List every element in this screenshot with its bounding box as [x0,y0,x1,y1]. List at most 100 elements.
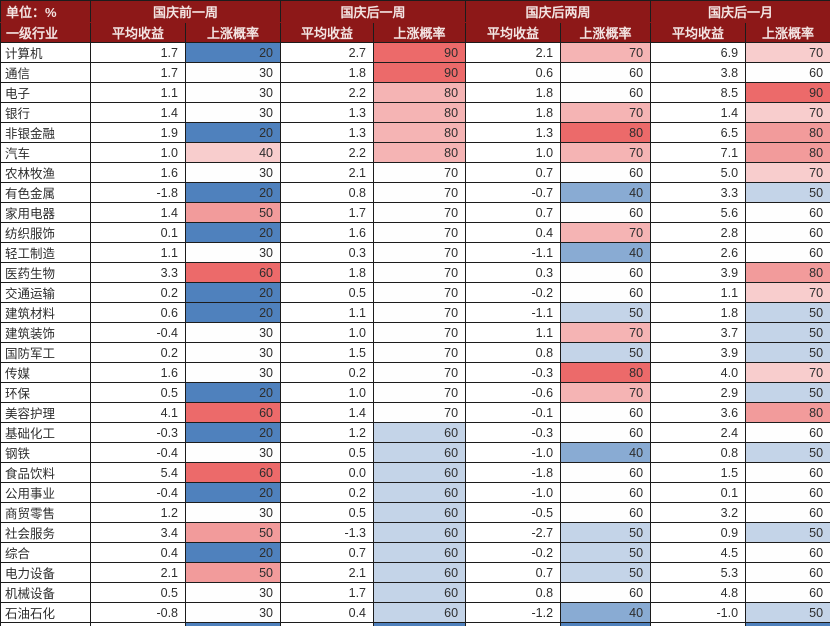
group-header-two-weeks-after-holiday: 国庆后两周 [465,0,652,23]
rise-probability-cell: 30 [184,82,282,103]
table-row: 食品饮料 5.4 60 0.0 60 -1.8 60 1.5 60 [0,462,830,483]
avg-return-cell: -0.6 [465,382,562,403]
group-header-month-after-holiday: 国庆后一月 [650,0,830,23]
avg-return-cell: 2.1 [90,562,186,583]
avg-return-cell: 1.4 [90,102,186,123]
rise-probability-cell: 30 [184,442,282,463]
industry-cell: 社会服务 [0,522,91,543]
rise-probability-cell: 20 [184,622,282,626]
avg-return-cell: 5.3 [650,562,747,583]
industry-cell: 电子 [0,82,91,103]
rise-probability-cell: 70 [373,162,467,183]
rise-probability-cell: 60 [373,522,467,543]
rise-probability-cell: 80 [745,402,830,423]
avg-return-cell: 0.8 [280,182,375,203]
rise-probability-cell: 50 [745,522,830,543]
avg-return-cell: 5.4 [90,462,186,483]
rise-probability-cell: 50 [560,562,652,583]
avg-return-cell: 0.8 [650,442,747,463]
avg-return-cell: 4.0 [650,362,747,383]
avg-return-cell: -0.7 [465,182,562,203]
industry-cell: 机械设备 [0,582,91,603]
rise-probability-cell: 70 [745,362,830,383]
avg-return-cell: 0.9 [650,522,747,543]
rise-probability-cell: 30 [184,102,282,123]
rise-probability-cell: 60 [745,462,830,483]
avg-return-cell: -1.3 [280,522,375,543]
avg-return-cell: 0.7 [465,202,562,223]
subheader-avg-return-3: 平均收益 [465,22,562,43]
avg-return-cell: 0.7 [465,162,562,183]
table-row: 环保 0.5 20 1.0 70 -0.6 70 2.9 50 [0,382,830,403]
table-row: 建筑材料 0.6 20 1.1 70 -1.1 50 1.8 50 [0,302,830,323]
rise-probability-cell: 40 [184,142,282,163]
avg-return-cell: 1.1 [90,82,186,103]
avg-return-cell: 1.6 [90,162,186,183]
avg-return-cell: 3.9 [650,262,747,283]
avg-return-cell: 1.4 [650,102,747,123]
rise-probability-cell: 70 [373,322,467,343]
industry-cell: 有色金属 [0,182,91,203]
rise-probability-cell: 30 [745,622,830,626]
avg-return-cell: 0.3 [465,262,562,283]
rise-probability-cell: 60 [560,482,652,503]
avg-return-cell: 1.7 [280,582,375,603]
table-row: 有色金属 -1.8 20 0.8 70 -0.7 40 3.3 50 [0,182,830,203]
rise-probability-cell: 60 [560,82,652,103]
avg-return-cell: 1.0 [465,142,562,163]
rise-probability-cell: 50 [745,322,830,343]
avg-return-cell: 1.2 [280,422,375,443]
rise-probability-cell: 70 [373,402,467,423]
avg-return-cell: 0.8 [465,582,562,603]
avg-return-cell: 0.6 [90,302,186,323]
rise-probability-cell: 40 [560,442,652,463]
avg-return-cell: -0.5 [465,502,562,523]
avg-return-cell: 4.1 [90,402,186,423]
avg-return-cell: 1.9 [90,122,186,143]
avg-return-cell: 0.4 [465,222,562,243]
avg-return-cell: 2.1 [280,562,375,583]
rise-probability-cell: 60 [560,162,652,183]
avg-return-cell: 1.7 [90,62,186,83]
avg-return-cell: 1.3 [465,122,562,143]
avg-return-cell: 2.1 [280,162,375,183]
rise-probability-cell: 70 [373,242,467,263]
table-row: 公用事业 -0.4 20 0.2 60 -1.0 60 0.1 60 [0,482,830,503]
rise-probability-cell: 70 [560,382,652,403]
rise-probability-cell: 50 [184,202,282,223]
avg-return-cell: 0.0 [280,462,375,483]
avg-return-cell: 0.7 [465,562,562,583]
avg-return-cell: 2.2 [280,142,375,163]
rise-probability-cell: 70 [560,142,652,163]
industry-cell: 钢铁 [0,442,91,463]
avg-return-cell: 3.4 [90,522,186,543]
rise-probability-cell: 60 [745,242,830,263]
rise-probability-cell: 50 [184,562,282,583]
rise-probability-cell: 70 [560,42,652,63]
avg-return-cell: 0.2 [90,282,186,303]
avg-return-cell: 1.7 [90,42,186,63]
avg-return-cell: 2.4 [650,422,747,443]
avg-return-cell: -0.2 [465,542,562,563]
rise-probability-cell: 20 [184,182,282,203]
avg-return-cell: -1.2 [465,602,562,623]
industry-cell: 传媒 [0,362,91,383]
rise-probability-cell: 20 [184,302,282,323]
industry-cell: 房地产 [0,622,91,626]
rise-probability-cell: 30 [184,242,282,263]
avg-return-cell: 3.2 [650,502,747,523]
rise-probability-cell: 80 [560,362,652,383]
avg-return-cell: 0.8 [465,342,562,363]
avg-return-cell: 2.7 [280,42,375,63]
rise-probability-cell: 70 [745,162,830,183]
rise-probability-cell: 60 [745,422,830,443]
rise-probability-cell: 70 [745,282,830,303]
table-row: 社会服务 3.4 50 -1.3 60 -2.7 50 0.9 50 [0,522,830,543]
industry-cell: 综合 [0,542,91,563]
rise-probability-cell: 70 [373,302,467,323]
avg-return-cell: 3.7 [650,322,747,343]
industry-cell: 医药生物 [0,262,91,283]
rise-probability-cell: 70 [373,382,467,403]
